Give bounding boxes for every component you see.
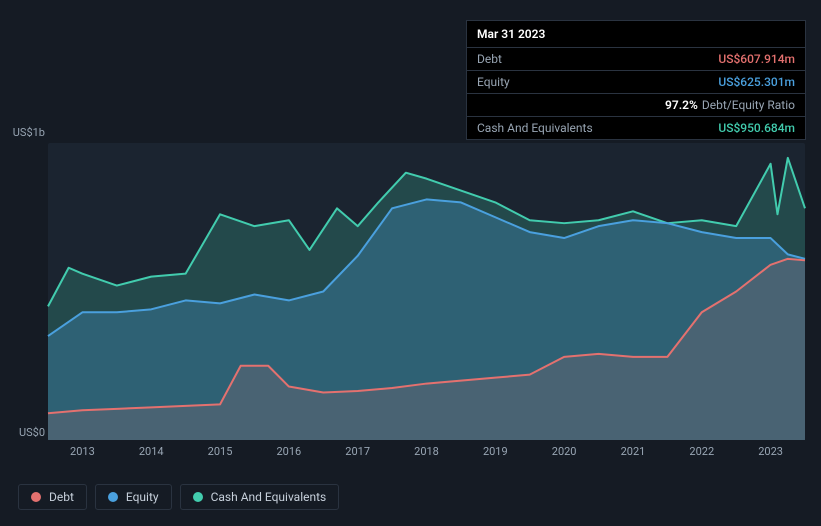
x-tick: 2015 (208, 445, 233, 458)
x-tick: 2014 (139, 445, 164, 458)
x-tick: 2016 (276, 445, 301, 458)
tooltip-cash-value: US$950.684m (718, 121, 795, 135)
chart-tooltip: Mar 31 2023 Debt US$607.914m Equity US$6… (466, 20, 806, 140)
legend-swatch-debt (31, 492, 41, 502)
legend-label-debt: Debt (49, 490, 74, 504)
tooltip-row-ratio: 97.2% Debt/Equity Ratio (467, 94, 805, 117)
tooltip-row-cash: Cash And Equivalents US$950.684m (467, 117, 805, 139)
legend-swatch-equity (108, 492, 118, 502)
tooltip-ratio-spacer (477, 98, 665, 112)
x-tick: 2013 (70, 445, 95, 458)
x-axis: 2013 2014 2015 2016 2017 2018 2019 2020 2021 2022… (48, 445, 805, 465)
legend-item-equity[interactable]: Equity (95, 484, 172, 510)
x-tick: 2019 (483, 445, 508, 458)
legend-label-equity: Equity (126, 490, 159, 504)
legend: Debt Equity Cash And Equivalents (18, 484, 339, 510)
ratio-label: Debt/Equity Ratio (702, 98, 795, 112)
legend-item-cash[interactable]: Cash And Equivalents (180, 484, 340, 510)
legend-swatch-cash (193, 492, 203, 502)
legend-item-debt[interactable]: Debt (18, 484, 87, 510)
chart-svg (48, 143, 805, 440)
x-tick: 2021 (621, 445, 646, 458)
x-tick: 2018 (414, 445, 439, 458)
tooltip-ratio-value: 97.2% Debt/Equity Ratio (665, 98, 795, 112)
y-label-bottom: US$0 (0, 426, 45, 439)
tooltip-cash-label: Cash And Equivalents (477, 121, 718, 135)
tooltip-equity-label: Equity (477, 75, 718, 89)
y-label-top: US$1b (0, 126, 45, 139)
x-tick: 2020 (552, 445, 577, 458)
legend-label-cash: Cash And Equivalents (211, 490, 327, 504)
tooltip-row-debt: Debt US$607.914m (467, 48, 805, 71)
x-tick: 2023 (758, 445, 783, 458)
tooltip-debt-value: US$607.914m (718, 52, 795, 66)
ratio-pct: 97.2% (665, 98, 698, 112)
x-tick: 2017 (345, 445, 370, 458)
tooltip-debt-label: Debt (477, 52, 718, 66)
tooltip-equity-value: US$625.301m (718, 75, 795, 89)
chart-area[interactable] (48, 143, 805, 440)
tooltip-date: Mar 31 2023 (467, 21, 805, 48)
tooltip-row-equity: Equity US$625.301m (467, 71, 805, 94)
x-tick: 2022 (689, 445, 714, 458)
